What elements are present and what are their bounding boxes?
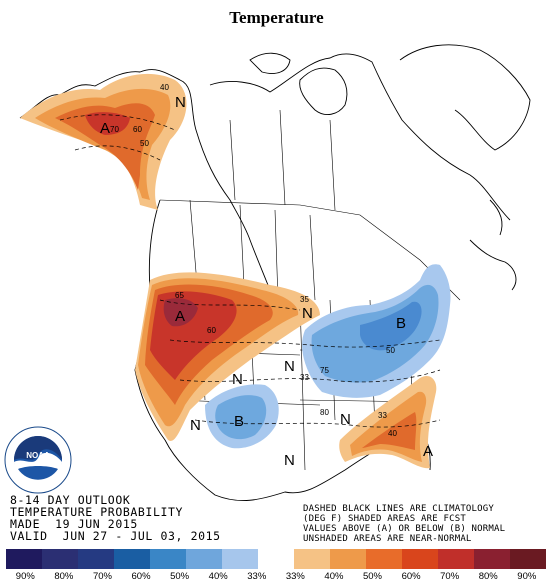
outlook-map: 70 60 50 40 65 60 35 75 33 33 40 50 80 A… xyxy=(19,44,531,501)
outlook-made-date: MADE 19 JUN 2015 xyxy=(10,517,138,531)
noaa-logo: NOAA xyxy=(4,426,72,494)
legend-label: 50% xyxy=(170,571,190,582)
climatology-note-3: VALUES ABOVE (A) OR BELOW (B) NORMAL xyxy=(303,524,506,534)
label-normal-central: N xyxy=(284,358,295,375)
region-labels: A A A B B N N N N N N N xyxy=(100,94,433,469)
west-above-normal xyxy=(135,272,320,441)
contour-labels: 70 60 50 40 65 60 35 75 33 33 40 50 80 xyxy=(110,83,397,438)
climatology-note-2: (DEG F) SHADED AREAS ARE FCST xyxy=(303,514,466,524)
outlook-valid-range: VALID JUN 27 - JUL 03, 2015 xyxy=(10,529,221,543)
legend-label: 80% xyxy=(478,571,498,582)
legend-swatch xyxy=(510,549,546,569)
legend-label: 70% xyxy=(440,571,460,582)
legend-swatch xyxy=(366,549,402,569)
label-normal-rockies: N xyxy=(232,371,243,388)
contour-label-40b: 40 xyxy=(388,429,397,438)
legend-swatch xyxy=(186,549,222,569)
legend-label: 33% xyxy=(285,571,305,582)
legend-swatch xyxy=(294,549,330,569)
legend-label: 50% xyxy=(362,571,382,582)
southeast-above-normal xyxy=(339,375,437,469)
contour-label-33: 33 xyxy=(300,373,309,382)
contour-label-75: 75 xyxy=(320,366,329,375)
label-normal-gulf: N xyxy=(340,411,351,428)
legend-label: 90% xyxy=(15,571,35,582)
contour-label-50b: 50 xyxy=(386,346,395,355)
label-normal-plains: N xyxy=(302,305,313,322)
legend-swatch xyxy=(474,549,510,569)
contour-label-65: 65 xyxy=(175,291,184,300)
probability-legend xyxy=(6,549,546,569)
legend-swatch xyxy=(114,549,150,569)
contour-label-80: 80 xyxy=(320,408,329,417)
legend-swatch xyxy=(258,549,294,569)
legend-swatch xyxy=(6,549,42,569)
legend-label: 60% xyxy=(131,571,151,582)
legend-label: 60% xyxy=(401,571,421,582)
legend-swatch xyxy=(150,549,186,569)
probability-legend-labels: 90% 80% 70% 60% 50% 40% 33% 33% 40% 50% 60% 70% 80% 9… xyxy=(6,571,546,582)
label-above-southeast: A xyxy=(423,443,433,460)
east-below-normal xyxy=(302,264,451,398)
contour-label-35: 35 xyxy=(300,295,309,304)
legend-label: 40% xyxy=(208,571,228,582)
contour-label-50: 50 xyxy=(140,139,149,148)
label-below-east: B xyxy=(396,315,406,332)
label-normal-southwest: N xyxy=(190,417,201,434)
legend-swatch xyxy=(78,549,114,569)
contour-label-60b: 60 xyxy=(207,326,216,335)
noaa-logo-text: NOAA xyxy=(26,451,50,460)
southcentral-below-normal xyxy=(205,384,279,449)
legend-label: 33% xyxy=(247,571,267,582)
legend-swatch xyxy=(42,549,78,569)
outlook-line-2: TEMPERATURE PROBABILITY xyxy=(10,505,184,519)
climatology-note-1: DASHED BLACK LINES ARE CLIMATOLOGY xyxy=(303,504,495,514)
legend-label: 70% xyxy=(92,571,112,582)
contour-label-70: 70 xyxy=(110,125,119,134)
legend-swatch xyxy=(438,549,474,569)
label-below-south: B xyxy=(234,413,244,430)
outlook-line-1: 8-14 DAY OUTLOOK xyxy=(10,493,131,507)
label-normal-yukon: N xyxy=(175,94,186,111)
label-above-alaska: A xyxy=(100,120,110,137)
label-above-west: A xyxy=(175,308,185,325)
climatology-contours xyxy=(59,114,441,428)
legend-swatch xyxy=(402,549,438,569)
legend-swatch xyxy=(330,549,366,569)
alaska-above-normal xyxy=(20,73,187,210)
label-normal-texas: N xyxy=(284,452,295,469)
legend-label: 90% xyxy=(517,571,537,582)
contour-label-60: 60 xyxy=(133,125,142,134)
legend-swatch xyxy=(222,549,258,569)
contour-label-33b: 33 xyxy=(378,411,387,420)
legend-label: 80% xyxy=(54,571,74,582)
climatology-note-4: UNSHADED AREAS ARE NEAR-NORMAL xyxy=(303,534,472,544)
contour-label-40: 40 xyxy=(160,83,169,92)
legend-label: 40% xyxy=(324,571,344,582)
map-title: Temperature xyxy=(229,8,324,27)
